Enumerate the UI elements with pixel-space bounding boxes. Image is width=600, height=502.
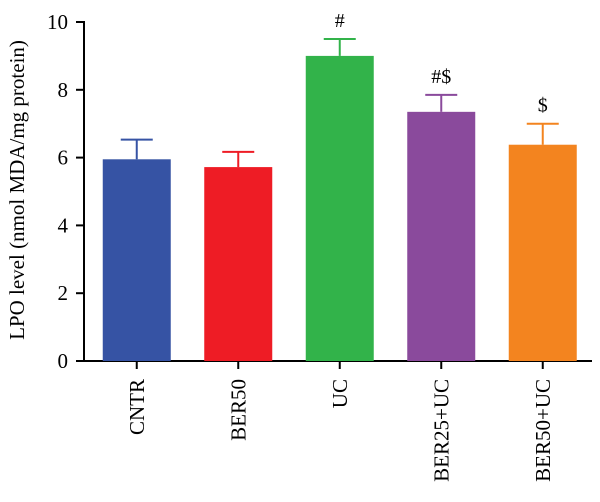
significance-marker: $ (538, 95, 548, 117)
error-bar (323, 37, 356, 56)
error-bar (526, 122, 559, 145)
y-tick-label: 4 (58, 213, 69, 237)
significance-marker: #$ (431, 66, 451, 88)
error-bar (120, 138, 153, 160)
x-category-label: BER25+UC (429, 379, 453, 482)
x-category-label: BER50 (226, 379, 250, 441)
bar (508, 144, 577, 361)
significance-marker: # (335, 10, 345, 32)
annotations-group: # #$ $ (335, 10, 548, 117)
x-category-label: CNTR (125, 379, 149, 435)
category-labels-group: CNTR BER50 UC BER25+UC BER50+UC (125, 379, 555, 482)
y-tick-label: 2 (58, 281, 69, 305)
y-tick-label: 0 (58, 349, 69, 373)
error-bars-group (120, 37, 559, 168)
y-tick-label: 8 (58, 78, 69, 102)
error-bar (222, 150, 255, 168)
bars-group (102, 55, 577, 362)
y-axis-title: LPO level (nmol MDA/mg protein) (5, 40, 29, 340)
bar (407, 111, 476, 362)
x-category-label: BER50+UC (531, 379, 555, 482)
bar (102, 159, 171, 361)
error-bar (425, 93, 458, 112)
y-tick-label: 10 (47, 10, 68, 34)
y-axis: 0 2 4 6 8 10 (47, 10, 85, 373)
x-category-label: UC (328, 379, 352, 408)
y-tick-label: 6 (58, 146, 69, 170)
x-axis (83, 360, 592, 369)
bar (305, 55, 374, 362)
bar (204, 167, 273, 361)
